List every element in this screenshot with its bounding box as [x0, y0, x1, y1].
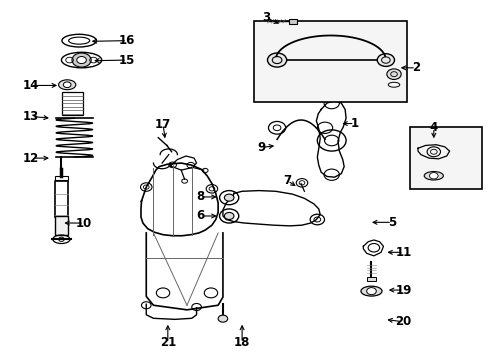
- Bar: [55, 176, 68, 180]
- Circle shape: [224, 194, 233, 201]
- Circle shape: [366, 288, 376, 294]
- Text: 10: 10: [76, 217, 92, 230]
- Circle shape: [72, 53, 91, 67]
- Bar: [288, 19, 297, 24]
- Text: 20: 20: [395, 315, 411, 328]
- Text: 19: 19: [395, 284, 411, 297]
- Bar: [55, 216, 68, 235]
- Text: 15: 15: [119, 54, 135, 67]
- Circle shape: [77, 57, 86, 64]
- Circle shape: [428, 172, 437, 179]
- Text: 14: 14: [23, 79, 40, 92]
- Text: 6: 6: [196, 210, 204, 222]
- Text: 13: 13: [23, 110, 40, 123]
- Circle shape: [386, 69, 400, 80]
- Text: 9: 9: [257, 141, 265, 154]
- Text: 1: 1: [350, 117, 358, 130]
- Ellipse shape: [360, 286, 381, 296]
- Circle shape: [224, 212, 233, 220]
- Text: 17: 17: [155, 118, 171, 131]
- Text: 21: 21: [160, 337, 176, 350]
- Ellipse shape: [59, 80, 76, 90]
- Bar: [409, 127, 481, 189]
- Text: 11: 11: [395, 246, 411, 259]
- Text: 12: 12: [23, 152, 40, 165]
- Bar: [366, 277, 376, 280]
- Text: 18: 18: [233, 337, 250, 350]
- Text: 8: 8: [196, 190, 204, 203]
- Text: 2: 2: [411, 61, 419, 74]
- Text: 16: 16: [119, 34, 135, 47]
- Bar: [62, 92, 83, 115]
- Ellipse shape: [423, 171, 443, 180]
- Text: 5: 5: [387, 216, 395, 229]
- Circle shape: [63, 82, 71, 87]
- Circle shape: [376, 54, 394, 66]
- Text: 7: 7: [283, 174, 291, 187]
- Circle shape: [218, 315, 227, 322]
- Text: 4: 4: [429, 121, 437, 134]
- Circle shape: [267, 53, 286, 67]
- Bar: [254, 21, 407, 102]
- Text: 3: 3: [262, 11, 269, 24]
